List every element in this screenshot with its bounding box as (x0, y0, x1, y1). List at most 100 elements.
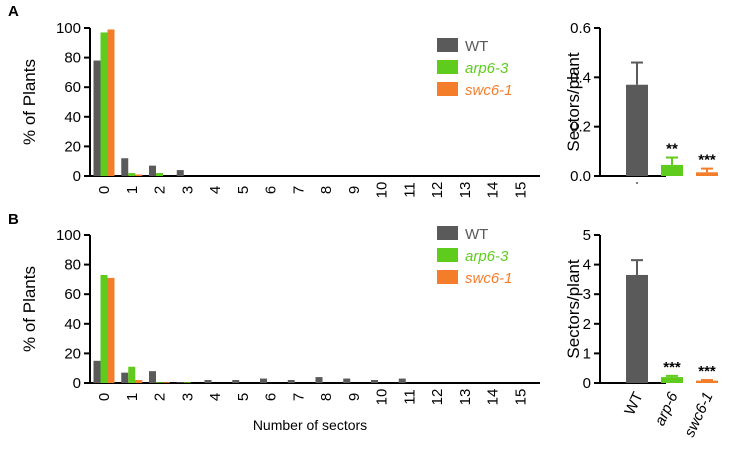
legend-label-arp6-3: arp6-3 (465, 248, 509, 265)
y-tick-label: 4 (583, 257, 591, 274)
y-tick-label: 0 (73, 168, 81, 185)
bar-WT-8 (315, 377, 323, 383)
x-tick-label: 9 (346, 186, 363, 194)
y-tick-label: 0.2 (570, 119, 591, 136)
y-tick-label: 2 (583, 316, 591, 333)
significance-label: ** (666, 141, 678, 158)
bar-arp6-3-3 (183, 382, 191, 383)
legend-swatch-swc6-1 (437, 82, 458, 96)
bar-WT-3 (176, 382, 184, 383)
x-tick-label: 14 (485, 389, 502, 406)
legend-label-swc6-1: swc6-1 (465, 270, 513, 287)
x-tick-label: 12 (429, 182, 446, 199)
legend-swatch-WT (437, 38, 458, 52)
legend-label-arp6-3: arp6-3 (465, 60, 509, 77)
x-category-label: swc6-1 (681, 390, 716, 440)
bar-WT (626, 84, 648, 176)
x-tick-label: 6 (263, 393, 280, 401)
y-axis-title: Sectors/plant (564, 52, 583, 151)
y-tick-label: 0.0 (570, 168, 591, 185)
y-tick-label: 60 (64, 79, 81, 96)
bar-swc6-1-0 (107, 277, 115, 383)
legend-swatch-WT (437, 226, 458, 240)
y-tick-label: 0 (73, 375, 81, 392)
x-tick-label: 13 (457, 182, 474, 199)
bar-swc6-1 (696, 380, 718, 383)
bar-arp6-3-1 (128, 366, 136, 383)
x-tick-label: 8 (318, 186, 335, 194)
x-tick-label: 7 (290, 393, 307, 401)
y-tick-label: 60 (64, 286, 81, 303)
y-tick-label: 20 (64, 138, 81, 155)
bar-WT-5 (232, 380, 240, 383)
bar-swc6-1-0 (107, 29, 115, 177)
y-axis-title: % of Plants (20, 59, 39, 145)
y-tick-label: 100 (56, 20, 81, 37)
bar-arp6-3-2 (156, 382, 163, 383)
y-tick-label: 40 (64, 109, 81, 126)
bar-WT-1 (121, 372, 129, 383)
bar-swc6-1 (696, 172, 718, 176)
x-tick-label: 2 (152, 186, 169, 194)
x-tick-label: 1 (124, 186, 141, 194)
x-tick-label: 4 (207, 393, 224, 401)
x-tick-label: 11 (401, 389, 418, 405)
bar-arp-6 (661, 377, 683, 383)
bar-WT-0 (93, 360, 101, 383)
x-tick-label: 5 (235, 186, 252, 194)
y-axis-title: Sectors/plant (564, 259, 583, 358)
x-tick-label: 1 (124, 393, 141, 401)
x-tick-label: 13 (457, 389, 474, 406)
bar-WT-2 (149, 165, 156, 176)
x-tick-label: 15 (512, 389, 529, 406)
x-tick-label: 5 (235, 393, 252, 401)
legend-swatch-swc6-1 (437, 270, 458, 284)
bar-WT-6 (260, 378, 267, 383)
x-tick-label: 11 (401, 182, 418, 198)
bar-WT-10 (371, 380, 378, 383)
y-tick-label: 0.4 (570, 69, 591, 86)
bar-swc6-1-1 (135, 174, 143, 176)
y-tick-label: 0.6 (570, 20, 591, 37)
bar-arp6-3-1 (128, 173, 136, 176)
x-tick-label: 4 (207, 186, 224, 194)
legend-label-swc6-1: swc6-1 (465, 82, 513, 99)
y-tick-label: 20 (64, 345, 81, 362)
legend-label-WT: WT (465, 226, 488, 243)
bar-WT-0 (93, 60, 101, 177)
x-tick-label: 0 (96, 393, 113, 401)
bar-swc6-1-1 (135, 380, 143, 383)
y-tick-label: 80 (64, 50, 81, 67)
bar-WT-4 (204, 380, 212, 383)
x-axis-title: Number of sectors (253, 417, 367, 433)
bar-WT-3 (176, 170, 184, 176)
bar-WT-9 (343, 378, 351, 383)
x-tick-label: 6 (263, 186, 280, 194)
legend-swatch-arp6-3 (437, 60, 458, 74)
y-axis-title: % of Plants (20, 266, 39, 352)
x-category-label: WT (621, 390, 646, 418)
y-tick-label: 1 (583, 345, 591, 362)
bar-WT-2 (149, 371, 156, 383)
y-tick-label: 100 (56, 227, 81, 244)
x-tick-label: 3 (179, 393, 196, 401)
y-tick-label: 40 (64, 316, 81, 333)
panel-label-a: A (8, 3, 19, 20)
legend-label-WT: WT (465, 38, 488, 55)
x-tick-label: 15 (512, 182, 529, 199)
bar-arp6-3-0 (100, 274, 108, 383)
bar-arp6-3-0 (100, 32, 108, 176)
bar-arp6-3 (661, 164, 683, 176)
x-tick-label: 9 (346, 393, 363, 401)
x-tick-label: 2 (152, 393, 169, 401)
bar-WT-1 (121, 158, 129, 176)
x-tick-label: 0 (96, 186, 113, 194)
legend-swatch-arp6-3 (437, 248, 458, 262)
bar-WT-7 (287, 380, 295, 383)
bar-WT-11 (398, 378, 406, 383)
